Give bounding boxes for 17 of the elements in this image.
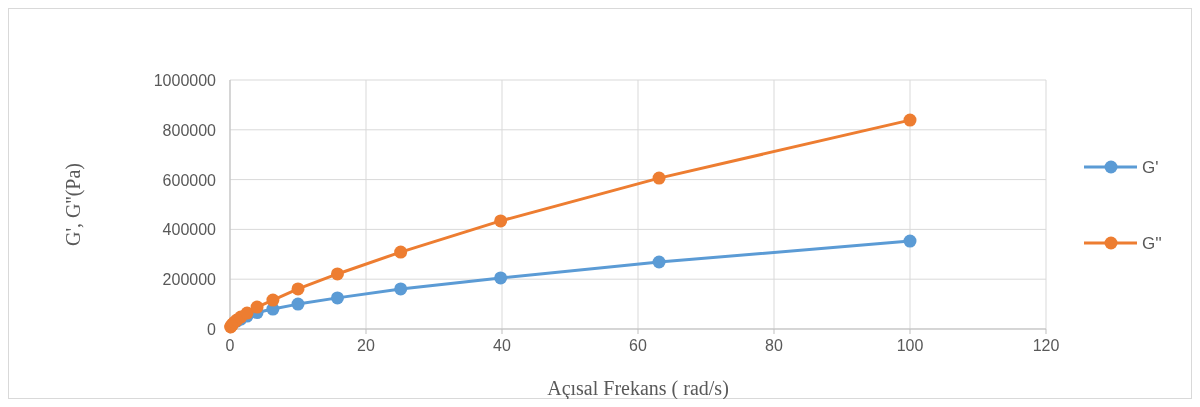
legend-label: G'' bbox=[1142, 234, 1162, 253]
y-tick-label: 200000 bbox=[162, 271, 217, 289]
y-tick-label: 800000 bbox=[162, 121, 217, 139]
x-tick-label: 80 bbox=[765, 337, 783, 354]
y-axis-title: G', G''(Pa) bbox=[62, 162, 85, 247]
y-tick-label: 1000000 bbox=[153, 72, 217, 89]
x-tick-label: 20 bbox=[357, 337, 375, 354]
y-tick-label: 400000 bbox=[162, 221, 217, 239]
x-tick-label: 0 bbox=[225, 337, 235, 354]
y-tick-label: 0 bbox=[207, 321, 217, 338]
x-tick-label: 100 bbox=[896, 337, 924, 354]
x-axis-title: Açısal Frekans ( rad/s) bbox=[547, 377, 729, 400]
x-tick-label: 40 bbox=[493, 337, 511, 354]
x-tick-label: 120 bbox=[1032, 337, 1060, 354]
x-tick-label: 60 bbox=[629, 337, 647, 354]
legend-label: G' bbox=[1142, 158, 1159, 177]
y-tick-label: 600000 bbox=[162, 171, 217, 189]
